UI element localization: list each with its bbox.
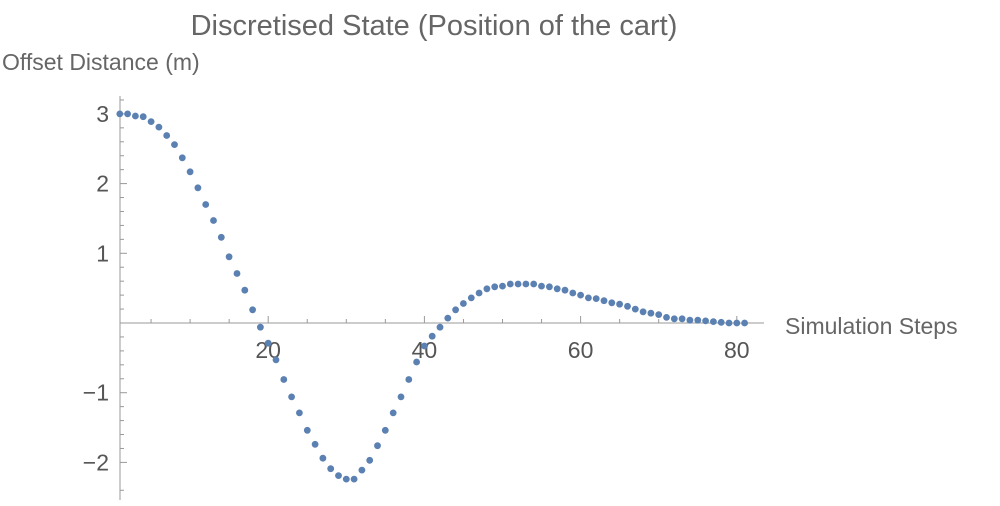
data-point xyxy=(670,315,678,323)
x-tick-label: 60 xyxy=(568,337,594,363)
data-point xyxy=(717,318,725,326)
data-point xyxy=(553,285,561,293)
data-point xyxy=(264,339,272,347)
data-point xyxy=(616,300,623,308)
data-point xyxy=(366,456,374,464)
data-point xyxy=(210,217,217,224)
data-point xyxy=(624,302,631,310)
data-point xyxy=(303,426,311,434)
data-point xyxy=(233,270,241,277)
data-point xyxy=(475,289,483,297)
data-point xyxy=(710,318,717,325)
data-point xyxy=(522,280,530,288)
data-point xyxy=(452,306,459,314)
data-point xyxy=(335,472,342,479)
data-point xyxy=(421,342,428,350)
data-point xyxy=(171,141,178,149)
data-point xyxy=(217,233,225,241)
data-point xyxy=(374,442,381,450)
data-point xyxy=(647,309,655,317)
data-point xyxy=(585,294,592,302)
data-point xyxy=(147,118,155,125)
data-point xyxy=(124,110,131,118)
data-point xyxy=(319,454,327,462)
y-tick-label: 1 xyxy=(96,240,109,266)
data-point xyxy=(546,283,553,291)
data-point xyxy=(342,475,350,483)
data-point xyxy=(413,358,420,366)
data-point xyxy=(608,299,616,307)
data-point xyxy=(725,319,733,327)
data-point xyxy=(499,282,506,290)
data-point xyxy=(592,295,600,302)
data-point xyxy=(631,305,639,313)
data-point xyxy=(241,286,249,294)
data-point xyxy=(405,376,413,383)
data-point xyxy=(389,409,397,417)
data-point xyxy=(639,308,647,316)
data-point xyxy=(311,440,319,448)
data-point xyxy=(358,466,366,474)
data-point xyxy=(444,314,452,322)
x-tick-label: 40 xyxy=(412,337,438,363)
data-point xyxy=(155,123,163,131)
x-tick-label: 80 xyxy=(724,337,750,363)
data-point xyxy=(577,291,584,299)
data-point xyxy=(561,286,569,294)
data-point xyxy=(381,426,389,434)
data-point xyxy=(202,201,210,208)
data-point xyxy=(194,184,202,192)
data-point xyxy=(491,283,499,291)
data-point xyxy=(178,154,186,162)
data-point xyxy=(350,475,358,483)
y-axis-label: Offset Distance (m) xyxy=(2,49,200,75)
data-point xyxy=(249,306,256,314)
chart-title: Discretised State (Position of the cart) xyxy=(191,10,678,42)
data-point xyxy=(186,168,194,176)
data-point xyxy=(694,316,702,324)
data-point xyxy=(288,393,295,401)
y-tick-label: −1 xyxy=(83,380,109,406)
data-points xyxy=(116,110,748,483)
data-point xyxy=(132,112,139,120)
data-point xyxy=(514,280,522,288)
data-point xyxy=(163,132,171,139)
data-point xyxy=(460,300,467,307)
data-point xyxy=(506,280,514,288)
data-point xyxy=(741,319,748,327)
data-point xyxy=(296,409,303,417)
data-point xyxy=(139,113,147,121)
data-point xyxy=(733,319,741,327)
data-point xyxy=(702,317,709,325)
data-point xyxy=(467,294,475,302)
data-point xyxy=(280,376,288,383)
data-point xyxy=(483,285,491,293)
data-point xyxy=(663,314,670,321)
data-point xyxy=(538,282,545,290)
data-point xyxy=(272,356,280,364)
data-point xyxy=(257,323,264,331)
data-point xyxy=(678,315,686,323)
data-point xyxy=(436,323,444,331)
data-point xyxy=(569,289,577,297)
data-point xyxy=(225,253,233,261)
data-point xyxy=(327,465,335,473)
data-point xyxy=(655,311,663,318)
data-point xyxy=(428,332,436,340)
y-tick-label: 2 xyxy=(96,171,109,197)
data-point xyxy=(600,297,608,305)
data-point xyxy=(686,316,694,324)
y-tick-label: −2 xyxy=(83,449,109,475)
x-axis-label: Simulation Steps xyxy=(785,313,958,339)
data-point xyxy=(530,280,538,288)
data-point xyxy=(397,393,405,401)
data-point xyxy=(116,110,124,118)
y-tick-label: 3 xyxy=(96,101,109,127)
